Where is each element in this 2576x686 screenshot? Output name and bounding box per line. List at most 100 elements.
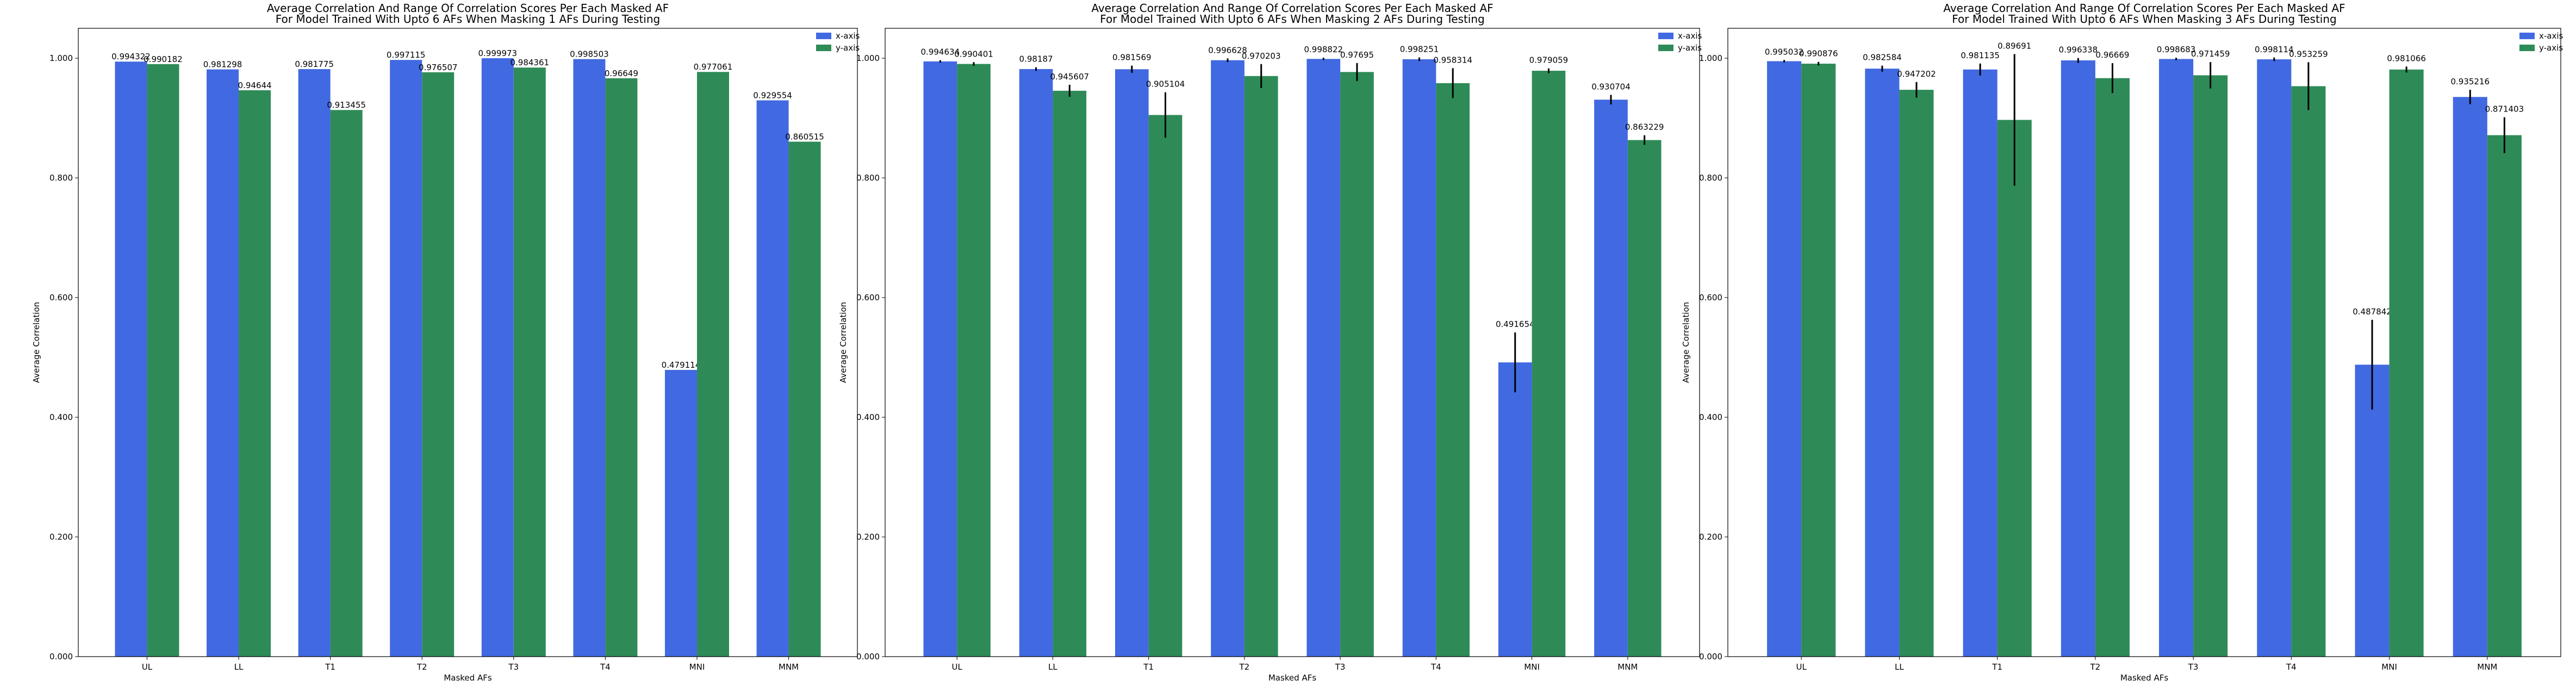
x-axis-label: Masked AFs — [2120, 673, 2169, 683]
x-axis-bar — [1402, 59, 1436, 657]
x-tick-label: MNI — [689, 662, 705, 672]
bar-value-label: 0.479114 — [662, 360, 701, 370]
x-axis-bar — [664, 369, 697, 657]
x-tick-label: MNM — [1617, 662, 1638, 672]
x-tick-label: MNM — [779, 662, 799, 672]
bar-value-label: 0.971459 — [2191, 49, 2230, 59]
bar-value-label: 0.998683 — [2157, 45, 2196, 54]
bar-value-label: 0.970203 — [1242, 51, 1281, 61]
x-tick-label: T3 — [1335, 662, 1346, 672]
x-axis-bar — [923, 61, 957, 657]
y-tick-label: 0.800 — [49, 173, 73, 183]
bar-value-label: 0.997115 — [387, 50, 426, 60]
bar-value-label: 0.981569 — [1112, 53, 1152, 63]
legend-label: y-axis — [1678, 43, 1702, 53]
y-axis-bar — [2095, 78, 2130, 657]
bar-value-label: 0.995032 — [1765, 47, 1804, 57]
x-axis-bar — [1115, 69, 1149, 657]
y-tick-label: 0.600 — [49, 293, 73, 302]
y-axis-bar — [2193, 75, 2228, 657]
bar-value-label: 0.996628 — [1208, 45, 1247, 55]
y-axis-bar — [1627, 140, 1662, 657]
y-axis-bar — [605, 78, 638, 657]
bar-value-label: 0.976507 — [419, 63, 458, 72]
y-tick-label: 1.000 — [1699, 53, 1722, 63]
y-axis-bar — [1340, 72, 1374, 657]
x-tick-label: T2 — [1239, 662, 1250, 672]
y-axis-label: Average Correlation — [838, 302, 848, 383]
x-tick-label: UL — [142, 662, 153, 672]
bar-value-label: 0.947202 — [1897, 69, 1936, 79]
y-axis-bar — [2389, 69, 2424, 657]
bar-value-label: 0.905104 — [1146, 79, 1185, 89]
legend-swatch — [2519, 45, 2535, 51]
bar-value-label: 0.89691 — [1998, 41, 2031, 51]
y-tick-label: 1.000 — [856, 53, 880, 63]
x-axis-bar — [2355, 364, 2390, 657]
y-tick-label: 1.000 — [49, 53, 73, 63]
x-tick-label: T1 — [325, 662, 335, 672]
y-tick-label: 0.600 — [856, 293, 880, 302]
y-axis-label: Average Correlation — [1681, 302, 1691, 383]
plot-frame — [885, 28, 1700, 657]
x-tick-label: T4 — [1430, 662, 1441, 672]
bar-value-label: 0.998114 — [2255, 45, 2294, 54]
x-tick-label: T3 — [2188, 662, 2199, 672]
bar-value-label: 0.990876 — [1799, 49, 1838, 59]
x-axis-bar — [1019, 69, 1053, 657]
x-axis-bar — [2257, 59, 2292, 657]
bar-value-label: 0.94644 — [238, 81, 272, 90]
bar-value-label: 0.994322 — [111, 52, 151, 61]
x-tick-label: UL — [1796, 662, 1807, 672]
x-tick-label: T1 — [1143, 662, 1154, 672]
legend-label: x-axis — [1678, 31, 1702, 41]
y-axis-bar — [1532, 71, 1566, 657]
y-tick-label: 0.800 — [856, 173, 880, 183]
y-axis-bar — [330, 110, 363, 657]
y-tick-label: 0.000 — [856, 652, 880, 662]
x-axis-label: Masked AFs — [444, 673, 492, 683]
bar-value-label: 0.981775 — [295, 59, 334, 69]
x-tick-label: MNM — [2477, 662, 2497, 672]
bar-value-label: 0.491654 — [1496, 319, 1535, 329]
y-axis-bar — [422, 72, 455, 657]
x-tick-label: T2 — [416, 662, 427, 672]
bar-value-label: 0.98187 — [1019, 54, 1053, 64]
chart-panel-1: Average Correlation And Range Of Correla… — [32, 2, 860, 683]
y-axis-bar — [1148, 115, 1183, 657]
x-tick-label: T4 — [600, 662, 611, 672]
bar-value-label: 0.998503 — [570, 50, 609, 59]
bar-value-label: 0.929554 — [753, 90, 792, 100]
chart-title: Average Correlation And Range Of Correla… — [267, 2, 669, 15]
y-tick-label: 0.400 — [856, 412, 880, 422]
chart-title: Average Correlation And Range Of Correla… — [1943, 2, 2345, 15]
legend-label: y-axis — [836, 43, 860, 53]
y-tick-label: 0.000 — [49, 652, 73, 662]
bar-value-label: 0.990182 — [144, 54, 183, 64]
x-tick-label: UL — [952, 662, 963, 672]
y-axis-bar — [1053, 90, 1087, 657]
x-axis-bar — [573, 59, 606, 657]
y-tick-label: 0.000 — [1699, 652, 1722, 662]
x-axis-bar — [481, 58, 514, 657]
y-tick-label: 0.200 — [49, 532, 73, 542]
y-axis-bar — [1997, 120, 2032, 657]
y-axis-bar — [957, 64, 991, 657]
legend-label: x-axis — [2539, 31, 2563, 41]
chart-title: Average Correlation And Range Of Correla… — [1091, 2, 1493, 15]
chart-panel-3: Average Correlation And Range Of Correla… — [1681, 2, 2563, 683]
x-axis-bar — [1767, 61, 1802, 657]
x-axis-bar — [2159, 59, 2194, 657]
chart-panel-2: Average Correlation And Range Of Correla… — [838, 2, 1702, 683]
bar-value-label: 0.998822 — [1304, 45, 1343, 54]
x-tick-label: LL — [234, 662, 244, 672]
legend-swatch — [816, 45, 831, 51]
bar-value-label: 0.998251 — [1400, 45, 1439, 54]
y-axis-bar — [1436, 83, 1470, 657]
bar-value-label: 0.981298 — [203, 60, 242, 70]
bar-value-label: 0.487842 — [2353, 307, 2392, 317]
legend-label: y-axis — [2539, 43, 2563, 53]
x-tick-label: LL — [1048, 662, 1057, 672]
y-tick-label: 0.800 — [1699, 173, 1722, 183]
x-tick-label: T4 — [2286, 662, 2297, 672]
